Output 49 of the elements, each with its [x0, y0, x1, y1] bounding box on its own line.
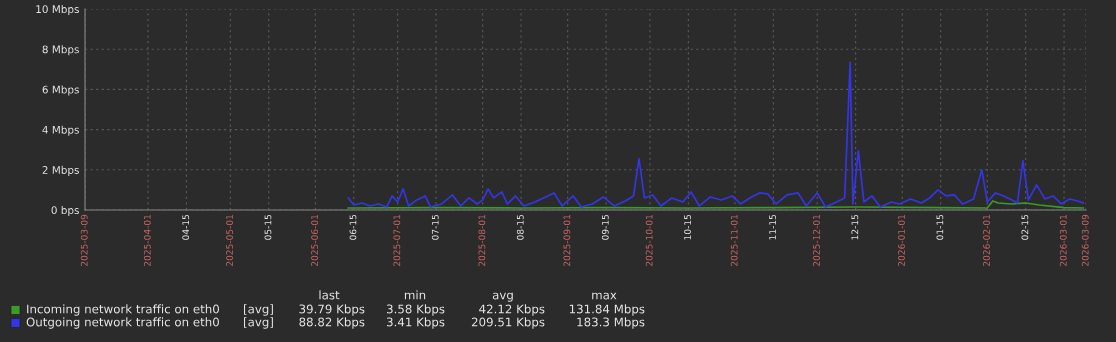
x-tick-label: 2025-10-01: [645, 215, 653, 266]
x-tick-label: 2025-09-01: [563, 215, 571, 266]
x-tick-label: 2026-02-01: [983, 215, 990, 266]
x-tick-label: 11-15: [769, 214, 776, 240]
x-tick-label: 01-15: [936, 214, 944, 240]
text: min: [404, 290, 426, 300]
text: 42.12 Kbps: [479, 304, 545, 316]
text: max: [592, 292, 617, 300]
line-series: [347, 61, 1085, 208]
text: 209.51 Kbps: [471, 317, 545, 329]
text: avg: [492, 292, 513, 302]
y-tick-label: 8 Mbps: [42, 45, 79, 56]
x-tick-label: 2025-11-01: [730, 215, 738, 266]
x-tick-label: 2026-03-09: [1081, 214, 1089, 266]
x-tick-label: 2025-08-01: [478, 215, 486, 266]
y-tick-label: 2 Mbps: [42, 165, 79, 176]
y-tick-label: 6 Mbps: [42, 85, 79, 96]
y-tick-label: 10 Mbps: [36, 5, 79, 16]
x-tick-label: 2025-04-01: [143, 215, 151, 266]
text: 3.58 Kbps: [386, 304, 445, 316]
legend-label: Outgoing network traffic on eth0: [26, 317, 219, 329]
x-tick-label: 2025-03-09: [80, 214, 88, 266]
x-tick-label: 2025-06-01: [311, 215, 318, 266]
x-tick-label: 10-15: [684, 214, 691, 240]
text: 39.79 Kbps: [299, 304, 365, 316]
x-tick-label: 08-15: [516, 214, 524, 240]
text: 3.41 Kbps: [386, 317, 445, 329]
x-tick-label: 02-15: [1021, 214, 1029, 240]
line-series: [347, 200, 1085, 209]
text: last: [319, 290, 340, 300]
text: [avg]: [244, 304, 273, 316]
legend-label: Incoming network traffic on eth0: [27, 304, 219, 316]
text: 88.82 Kbps: [299, 317, 365, 329]
x-tick-label: 2025-05-01: [226, 215, 233, 266]
x-tick-label: 12-15: [851, 214, 859, 240]
text: 183.3 Mbps: [577, 317, 645, 329]
x-tick-label: 2026-03-01: [1059, 215, 1067, 266]
y-tick-label: 4 Mbps: [42, 125, 79, 136]
x-tick-label: 05-15: [264, 214, 272, 240]
text: 131.84 Mbps: [569, 304, 645, 316]
x-tick-label: 09-15: [601, 214, 609, 240]
x-tick-label: 2025-12-01: [813, 215, 820, 266]
x-tick-label: 2026-01-01: [898, 215, 905, 266]
x-tick-label: 06-15: [349, 214, 357, 240]
y-tick-label: 0 bps: [51, 206, 79, 217]
x-tick-label: 04-15: [182, 214, 190, 240]
text: [avg]: [244, 317, 273, 329]
x-tick-label: 2025-07-01: [393, 215, 401, 266]
x-tick-label: 07-15: [431, 214, 439, 240]
